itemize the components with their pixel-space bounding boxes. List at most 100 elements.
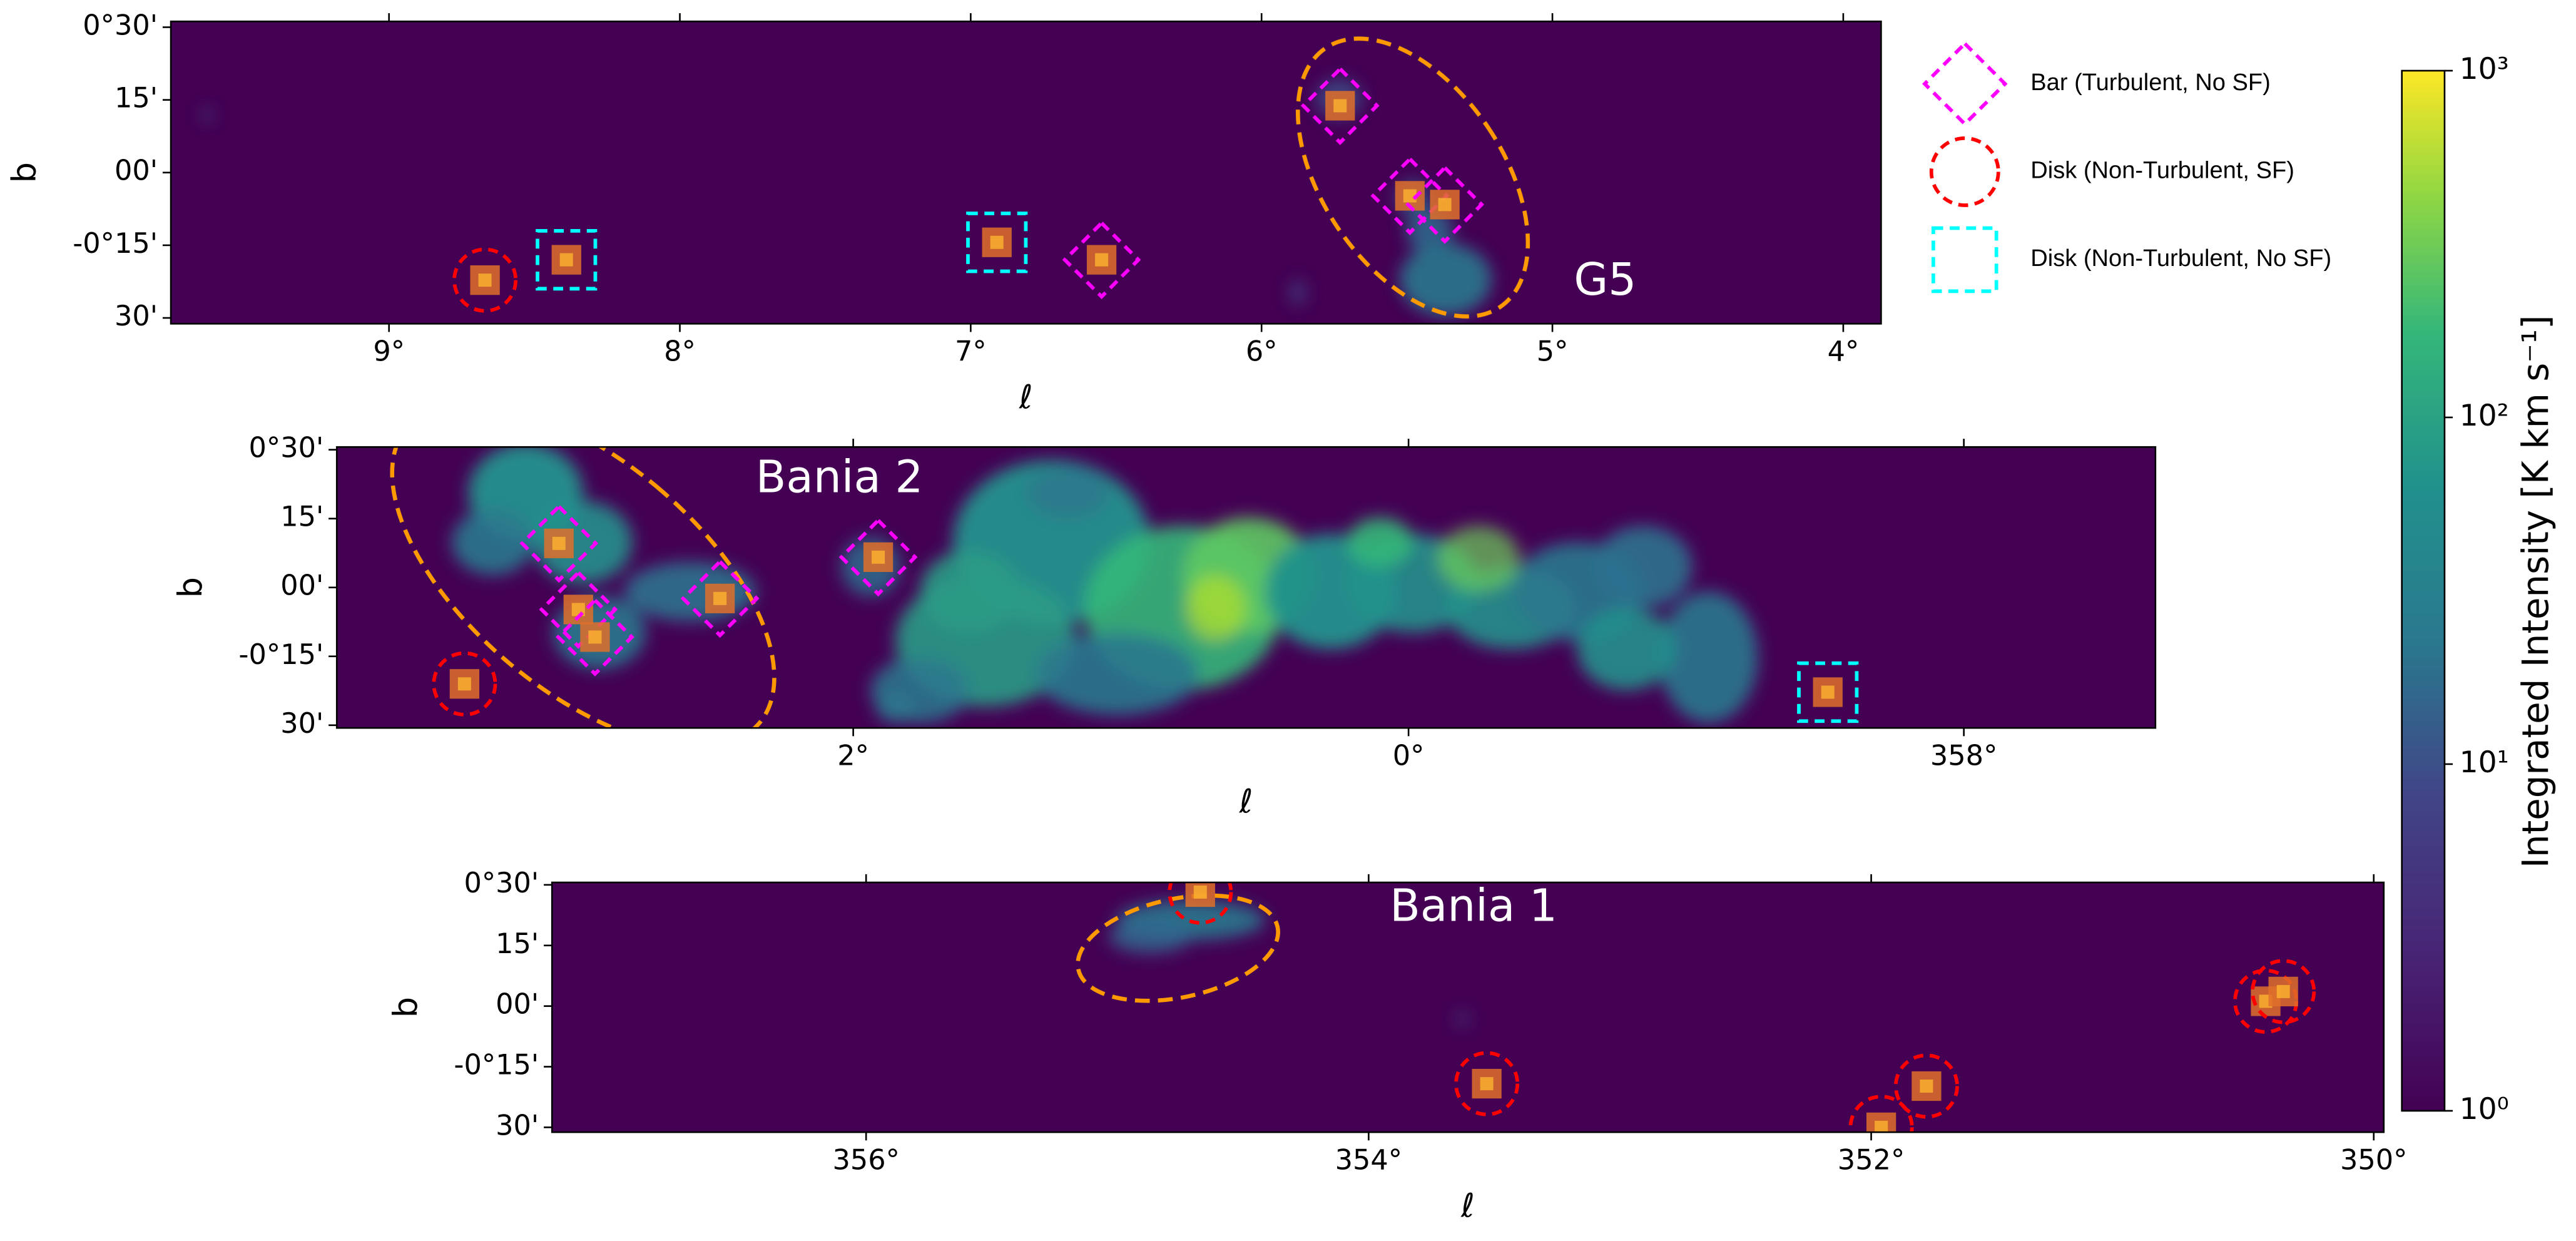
map-background bbox=[552, 882, 2384, 1133]
emission-blob bbox=[1577, 608, 1676, 690]
emission-blob bbox=[1400, 243, 1492, 316]
emission-blob bbox=[920, 550, 1019, 633]
x-tick-label: 352° bbox=[1838, 1143, 1905, 1176]
map-panel: 2° 0° 358° 0°30' 15' 00' -0°15' 30' ℓ b Bania 2 bbox=[171, 432, 2157, 821]
source-core bbox=[1193, 886, 1207, 899]
map-image bbox=[552, 882, 2384, 1133]
region-outline bbox=[1295, 36, 1530, 319]
y-tick-label: -0°15' bbox=[454, 1049, 539, 1081]
source-core bbox=[559, 253, 573, 267]
square-marker bbox=[536, 229, 598, 291]
colorbar-tick-label: 10¹ bbox=[2460, 745, 2509, 780]
map-panel: 356° 354° 352° 350° 0°30' 15' 00' -0°15' 30' ℓ b Ba… bbox=[387, 867, 2408, 1225]
source-core bbox=[872, 550, 885, 564]
x-tick-label: 354° bbox=[1335, 1143, 1403, 1176]
x-tick-label: 0° bbox=[1393, 739, 1425, 772]
axes-frame bbox=[551, 881, 2385, 1133]
y-tick-label: 15' bbox=[280, 501, 323, 533]
region-annotation: Bania 1 bbox=[1390, 880, 1557, 932]
x-axis-label: ℓ bbox=[1239, 783, 1253, 821]
x-tick-label: 358° bbox=[1930, 739, 1997, 772]
circle-marker bbox=[1168, 882, 1233, 925]
x-tick-label: 5° bbox=[1537, 335, 1569, 368]
source-core bbox=[2276, 984, 2290, 998]
x-tick-label: 8° bbox=[664, 335, 696, 368]
x-axis-label: ℓ bbox=[1460, 1187, 1475, 1225]
x-tick-label: 7° bbox=[955, 335, 987, 368]
y-tick-label: 0°30' bbox=[248, 432, 323, 464]
source-core bbox=[478, 273, 492, 287]
source-core bbox=[1403, 189, 1417, 203]
colorbar-tick-label: 10⁰ bbox=[2460, 1092, 2509, 1126]
diamond-marker bbox=[1370, 156, 1450, 235]
x-tick-label: 6° bbox=[1246, 335, 1278, 368]
x-tick-label: 350° bbox=[2340, 1143, 2407, 1176]
source-core bbox=[1333, 99, 1347, 113]
emission-blob bbox=[1290, 279, 1306, 306]
x-tick-label: 4° bbox=[1828, 335, 1860, 368]
y-tick-label: 00' bbox=[115, 155, 158, 187]
source-core bbox=[457, 677, 471, 691]
legend-label: Disk (Non-Turbulent, SF) bbox=[2030, 158, 2294, 184]
y-tick-label: 30' bbox=[496, 1109, 539, 1141]
x-axis-label: ℓ bbox=[1019, 379, 1033, 417]
diamond-marker bbox=[680, 559, 760, 638]
source-core bbox=[990, 235, 1004, 249]
emission-blob bbox=[1027, 468, 1109, 518]
y-tick-label: 30' bbox=[115, 300, 158, 332]
emission-blob bbox=[1593, 526, 1693, 608]
emission-blob bbox=[534, 501, 633, 584]
y-tick-label: 00' bbox=[280, 569, 323, 602]
map-image bbox=[171, 21, 1881, 324]
y-tick-label: 0°30' bbox=[83, 9, 158, 41]
y-tick-label: 00' bbox=[496, 988, 539, 1021]
y-tick-label: -0°15' bbox=[238, 638, 323, 671]
emission-blob bbox=[200, 108, 214, 122]
legend-label: Bar (Turbulent, No SF) bbox=[2030, 69, 2271, 96]
source-core bbox=[552, 536, 566, 550]
y-axis-label: b bbox=[387, 997, 425, 1018]
y-tick-label: 0°30' bbox=[464, 867, 539, 899]
square-marker bbox=[1797, 661, 1859, 723]
emission-blob bbox=[1437, 526, 1520, 592]
map-panel: 9° 8° 7° 6° 5° 4° 0°30' 15' 00' -0°15' 30' ℓ b G5 bbox=[6, 9, 1882, 417]
emission-blob bbox=[1109, 920, 1191, 953]
diamond-marker bbox=[556, 598, 634, 677]
diamond-marker bbox=[539, 570, 618, 649]
circle-marker bbox=[2251, 959, 2316, 1024]
x-tick-label: 2° bbox=[837, 739, 869, 772]
circle-marker bbox=[1929, 136, 2000, 207]
diamond-marker bbox=[838, 518, 918, 597]
x-tick-label: 9° bbox=[373, 335, 405, 368]
square-marker bbox=[966, 212, 1028, 273]
source-core bbox=[1875, 1120, 1888, 1133]
emission-blob bbox=[1659, 591, 1758, 723]
circle-marker bbox=[1893, 1053, 1959, 1119]
emission-blob bbox=[1455, 1012, 1469, 1026]
source-core bbox=[1095, 253, 1109, 267]
region-annotation: Bania 2 bbox=[756, 451, 924, 503]
colorbar: 10⁰ 10¹ 10² 10³ Integrated Intensity [K km s… bbox=[2401, 52, 2557, 1126]
circle-marker bbox=[1454, 1051, 1520, 1116]
x-tick-label: 356° bbox=[832, 1143, 900, 1176]
y-tick-label: 15' bbox=[496, 927, 539, 960]
map-image bbox=[337, 447, 2156, 728]
emission-blob bbox=[1035, 632, 1199, 715]
emission bbox=[452, 447, 1758, 723]
source-core bbox=[1920, 1080, 1933, 1093]
circle-marker bbox=[432, 651, 497, 717]
diamond-marker bbox=[519, 504, 599, 583]
y-tick-label: 30' bbox=[280, 707, 323, 740]
diamond-marker bbox=[1405, 165, 1484, 244]
region-annotation: G5 bbox=[1574, 253, 1636, 305]
circle-marker bbox=[452, 247, 518, 313]
diamond-marker bbox=[1922, 41, 2008, 127]
source-core bbox=[588, 630, 602, 644]
source-core bbox=[1480, 1077, 1494, 1091]
y-tick-label: 15' bbox=[115, 82, 158, 115]
legend: Bar (Turbulent, No SF) Disk (Non-Turbulen… bbox=[1922, 41, 2331, 294]
square-marker bbox=[1931, 226, 1998, 294]
colorbar-gradient bbox=[2401, 69, 2446, 1112]
y-axis-label: b bbox=[171, 577, 210, 598]
